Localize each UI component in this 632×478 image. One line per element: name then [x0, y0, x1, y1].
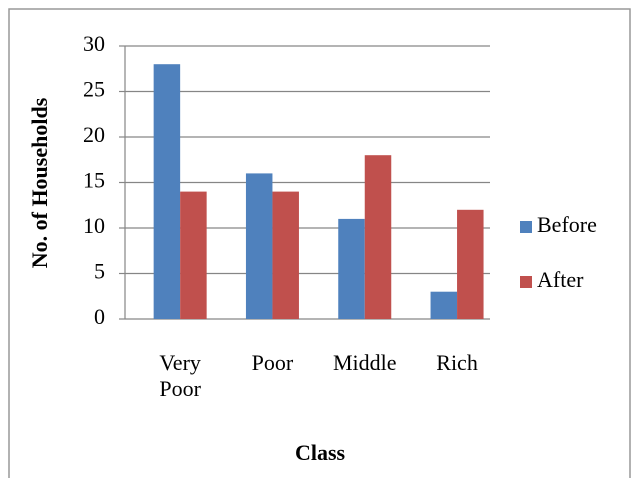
- y-tick-label: 0: [94, 304, 105, 329]
- legend-swatch: [520, 276, 532, 288]
- bar: [364, 155, 392, 319]
- x-tick-label: Rich: [436, 350, 478, 375]
- legend-swatch: [520, 221, 532, 233]
- y-tick-label: 10: [83, 213, 105, 238]
- x-axis-title: Class: [295, 440, 346, 465]
- bar: [153, 64, 181, 319]
- y-tick-label: 25: [83, 77, 105, 102]
- y-axis-title: No. of Households: [27, 97, 52, 268]
- x-tick-label: Very Poor: [159, 350, 201, 401]
- x-tick-label: Poor: [251, 350, 294, 375]
- bar: [430, 291, 458, 319]
- chart-border: [8, 8, 631, 478]
- bar: [338, 218, 365, 319]
- bar: [245, 173, 273, 319]
- legend-label: After: [537, 267, 584, 292]
- y-tick-label: 15: [83, 168, 105, 193]
- bar: [272, 191, 299, 319]
- y-tick-label: 30: [83, 31, 105, 56]
- bar: [180, 191, 207, 319]
- legend-label: Before: [537, 212, 597, 237]
- x-tick-label: Middle: [332, 350, 397, 375]
- bar: [457, 209, 484, 319]
- y-tick-label: 5: [94, 259, 105, 284]
- y-tick-label: 20: [83, 122, 105, 147]
